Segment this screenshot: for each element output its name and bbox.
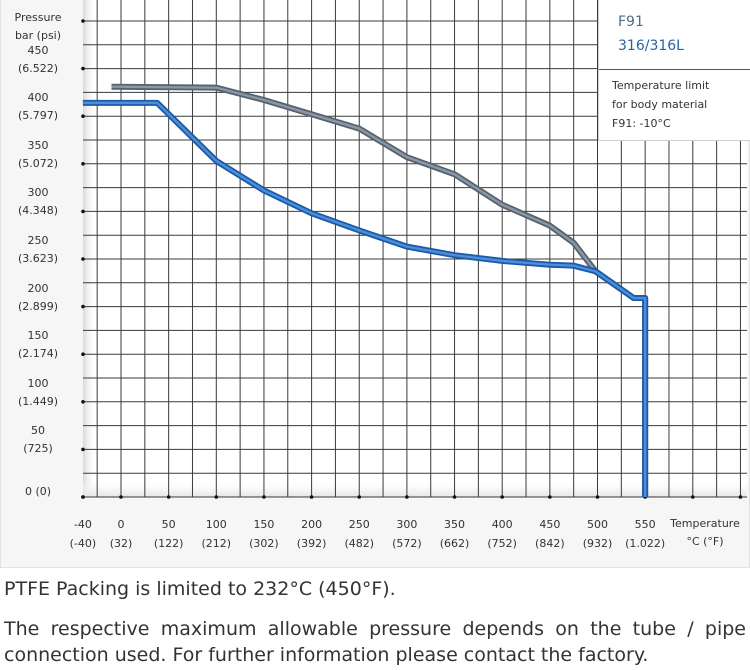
chart-panel: Pressure bar (psi) 450 (6.522) 400 (5.797) 3… [0, 0, 750, 568]
note-line-3: F91: -10°C [612, 117, 671, 130]
y-axis-title-line1: Pressure [14, 11, 62, 24]
x-tick-label: 300 (572) [392, 518, 422, 550]
legend-divider [599, 69, 750, 70]
x-tick-label: 500 (932) [582, 518, 613, 550]
y-tick-label: 400 (5.797) [17, 91, 59, 123]
x-tick-label: -40 (-40) [69, 518, 97, 550]
y-tick-label: 300 (4.348) [17, 186, 59, 218]
y-tick-label: 100 (1.449) [17, 376, 59, 408]
y-axis-title-line2: bar (psi) [14, 29, 62, 42]
y-axis-title: Pressure bar (psi) [5, 9, 71, 45]
pressure-note-line-2: connection used. For further information… [4, 644, 649, 666]
x-tick-label: 0 (32) [109, 518, 133, 550]
x-tick-label: 550 (1.022) [625, 518, 666, 550]
temperature-limit-note: Temperature limit for body material F91:… [612, 76, 709, 133]
ptfe-packing-note: PTFE Packing is limited to 232°C (450°F)… [4, 578, 396, 600]
note-line-2: for body material [612, 98, 708, 111]
legend-item-316-316l: 316/316L [618, 38, 684, 54]
x-axis-title-line1: Temperature [670, 517, 740, 530]
x-tick-label: 200 (392) [296, 518, 327, 550]
y-tick-label: 450 (6.522) [17, 43, 59, 75]
y-tick-label: 150 (2.174) [17, 329, 59, 361]
x-tick-label: 450 (842) [535, 518, 565, 550]
x-tick-label: 400 (752) [487, 518, 517, 550]
grid-lines [83, 0, 747, 498]
x-axis-title: Temperature °C (°F) [665, 515, 745, 551]
x-axis-title-line2: °C (°F) [686, 535, 724, 548]
y-tick-label: 50 (725) [23, 424, 53, 456]
note-line-1: Temperature limit [612, 79, 710, 92]
x-tick-label: 150 (302) [249, 518, 279, 550]
legend-item-f91: F91 [618, 14, 644, 30]
x-tick-label: 250 (482) [344, 518, 375, 550]
pressure-note-line-1: The respective maximum allowable pressur… [4, 618, 746, 640]
y-tick-label: 0 (0) [24, 485, 52, 498]
y-tick-label: 350 (5.072) [17, 138, 59, 170]
x-tick-label: 100 (212) [201, 518, 232, 550]
legend-box: F91 316/316L Temperature limit for body … [598, 0, 750, 141]
data-series [82, 83, 649, 497]
x-tick-label: 350 (662) [439, 518, 470, 550]
axis-tick-dots [81, 19, 743, 499]
y-tick-label: 250 (3.623) [17, 234, 59, 265]
x-tick-label: 50 (122) [153, 518, 184, 550]
y-tick-label: 200 (2.899) [17, 281, 59, 313]
